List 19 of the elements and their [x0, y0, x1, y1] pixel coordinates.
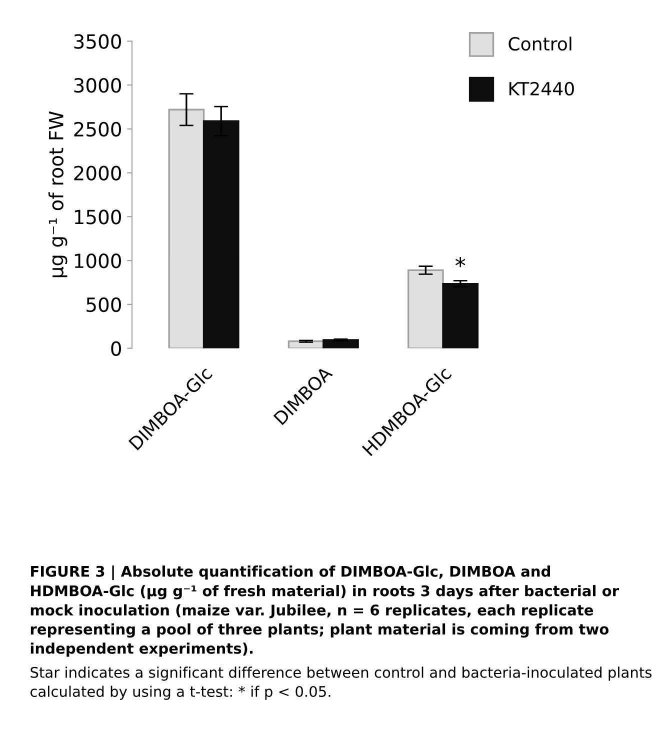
annotation: * [455, 256, 466, 268]
y-tick-label: 1500 [74, 210, 121, 224]
legend-label: KT2440 [509, 82, 574, 96]
y-tick-label: 2500 [74, 122, 121, 137]
bar [202, 120, 240, 348]
legend-label: Control [508, 36, 572, 51]
bar [168, 108, 205, 348]
y-tick-label: 1000 [74, 254, 121, 268]
y-tick-label: 500 [86, 297, 121, 312]
y-tick-label: 3000 [74, 78, 121, 93]
y-tick-label: 0 [111, 341, 121, 356]
caption: FIGURE 3 | Absolute quantification of DIMBOA-Glc, DIMBOA and HDMBOA-Glc (μg g⁻¹ of fresh material) in roots 3 days after bacterial or mock inoculation (maize var. Jubilee, n = 6 replicates, each replicate representing a pool of three plants; plant material is coming from two independent experiments). [30, 565, 619, 657]
bar [408, 269, 444, 348]
bar [442, 282, 479, 348]
text: Star indicates a significant difference between control and bacteria-inoculated plants calculated by using a t-test: * if p < 0.05. [30, 666, 652, 700]
bar [322, 339, 359, 348]
y-axis-title: µg g⁻¹ of root FW [48, 111, 68, 278]
y-tick-label: 3500 [74, 34, 121, 49]
y-tick-label: 2000 [74, 166, 121, 180]
